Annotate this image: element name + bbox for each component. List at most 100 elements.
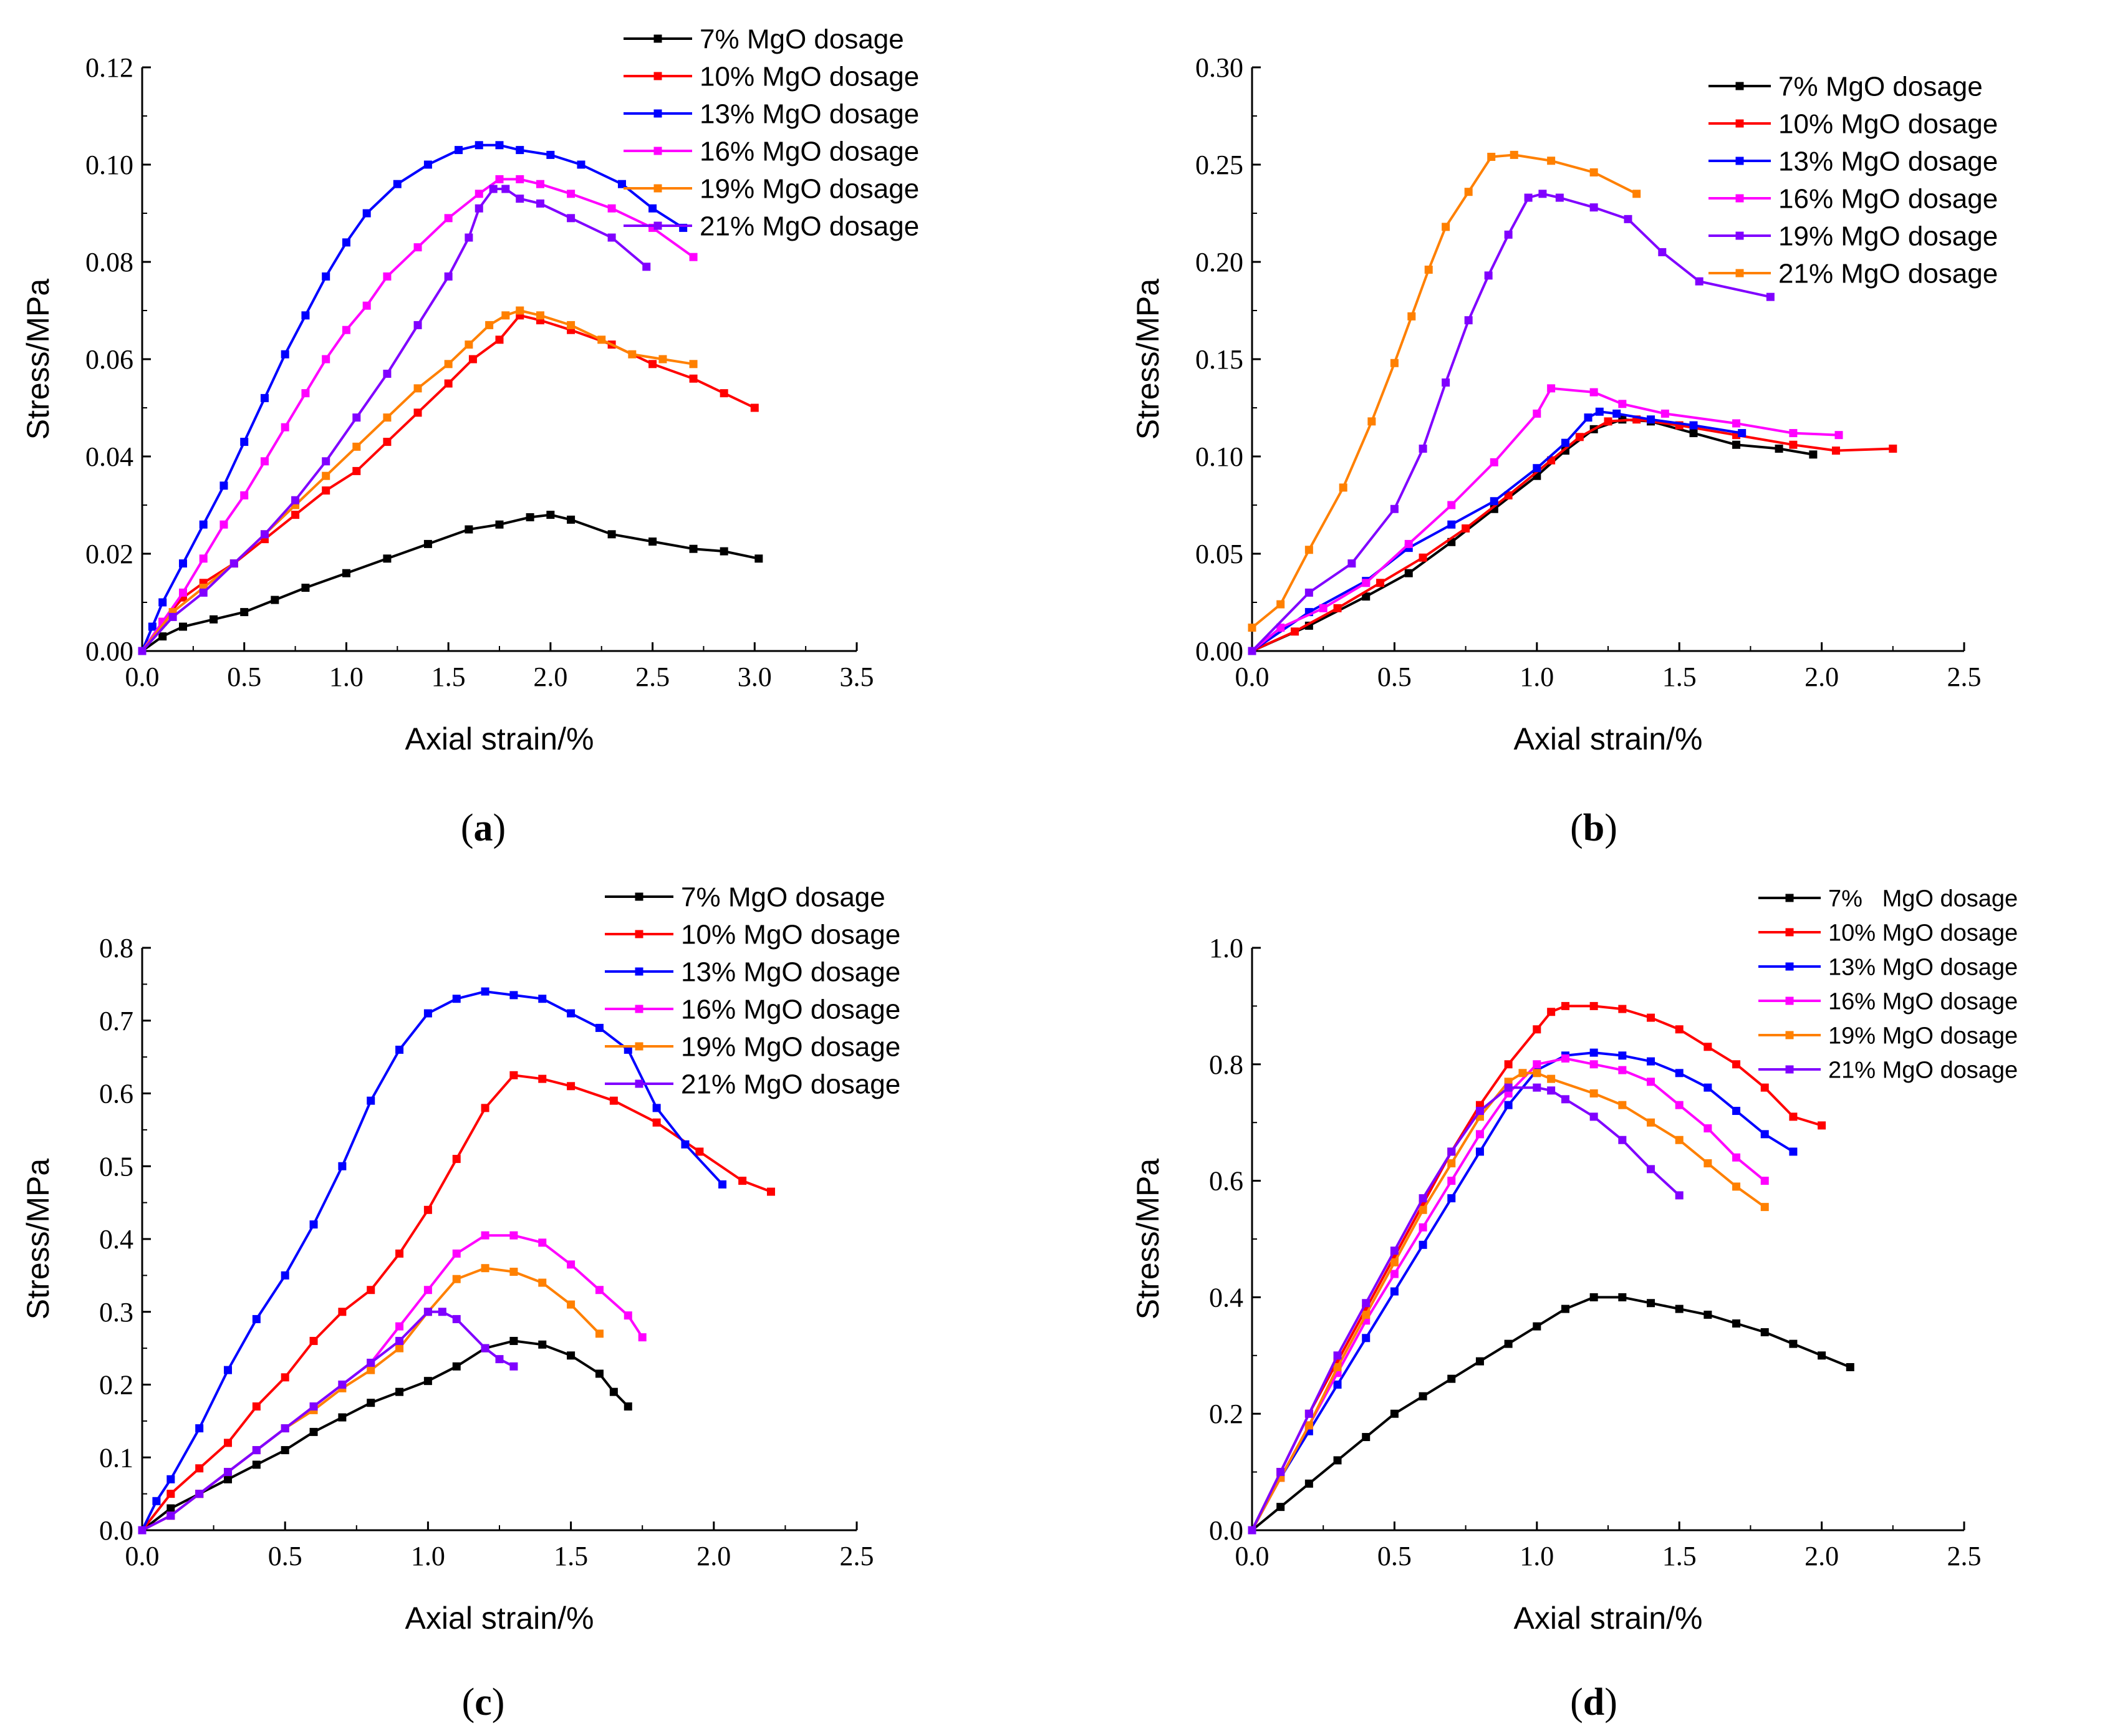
data-point-7-mgo-dosage <box>1732 1319 1741 1328</box>
data-point-21-mgo-dosage <box>229 559 238 568</box>
data-point-19-mgo-dosage <box>1390 1258 1399 1266</box>
data-point-21-mgo-dosage <box>516 195 524 203</box>
data-point-19-mgo-dosage <box>1675 1136 1684 1144</box>
x-axis-label: Axial strain/% <box>1514 1601 1703 1636</box>
legend-entry: 10% MgO dosage <box>681 919 900 950</box>
data-point-13-mgo-dosage <box>617 180 626 188</box>
data-point-10-mgo-dosage <box>413 408 422 417</box>
x-tick-label: 2.5 <box>1947 1541 1982 1571</box>
y-tick-label: 0.10 <box>85 150 133 180</box>
data-point-16-mgo-dosage <box>516 175 524 183</box>
data-point-7-mgo-dosage <box>423 1377 432 1386</box>
data-point-10-mgo-dosage <box>567 1082 576 1091</box>
data-point-21-mgo-dosage <box>1333 1351 1342 1360</box>
data-point-21-mgo-dosage <box>1632 190 1641 198</box>
data-point-10-mgo-dosage <box>495 335 504 344</box>
data-point-19-mgo-dosage <box>1538 190 1547 198</box>
data-point-13-mgo-dosage <box>1475 1147 1484 1156</box>
data-point-16-mgo-dosage <box>1490 458 1498 466</box>
y-tick-label: 0.10 <box>1195 441 1243 472</box>
data-point-10-mgo-dosage <box>281 1373 289 1382</box>
data-point-10-mgo-dosage <box>1675 1025 1684 1034</box>
data-point-7-mgo-dosage <box>754 554 763 563</box>
data-point-16-mgo-dosage <box>536 180 544 188</box>
data-point-21-mgo-dosage <box>1390 1247 1399 1255</box>
data-point-21-mgo-dosage <box>1589 1112 1598 1121</box>
chart-panel-c: 0.0 0.5 1.0 1.5 2.0 2.5 0.0 0.1 0.2 0.3 0.4 0.5 0.6 0… <box>21 882 900 1636</box>
data-point-13-mgo-dosage <box>516 146 524 155</box>
data-point-7-mgo-dosage <box>1390 1409 1399 1418</box>
data-point-16-mgo-dosage <box>1561 1054 1569 1063</box>
legend-marker <box>635 1042 643 1051</box>
data-point-21-mgo-dosage <box>1248 1526 1256 1535</box>
x-tick-label: 2.0 <box>696 1541 731 1571</box>
data-point-7-mgo-dosage <box>383 554 392 563</box>
data-point-19-mgo-dosage <box>1442 378 1450 387</box>
x-tick-label: 0.5 <box>227 662 261 692</box>
data-point-19-mgo-dosage <box>628 350 637 359</box>
data-point-7-mgo-dosage <box>495 520 504 529</box>
y-tick-label: 0.15 <box>1195 344 1243 375</box>
x-tick-label: 1.0 <box>411 1541 445 1571</box>
data-point-7-mgo-dosage <box>210 615 218 624</box>
data-point-21-mgo-dosage <box>281 1424 289 1433</box>
data-point-21-mgo-dosage <box>509 1362 518 1371</box>
data-point-13-mgo-dosage <box>166 1475 175 1483</box>
data-point-13-mgo-dosage <box>148 622 157 631</box>
series-line-10-mgo-dosage <box>1251 418 1893 652</box>
data-point-16-mgo-dosage <box>607 204 616 213</box>
data-point-13-mgo-dosage <box>1675 1069 1684 1078</box>
data-point-10-mgo-dosage <box>481 1104 489 1112</box>
chart-panel-d: 0.0 0.5 1.0 1.5 2.0 2.5 0.0 0.2 0.4 0.6 0.8 1.0 Axia… <box>1130 885 2018 1636</box>
legend-entry: 13% MgO dosage <box>1828 954 2018 980</box>
data-point-16-mgo-dosage <box>395 1322 404 1331</box>
data-point-13-mgo-dosage <box>1647 415 1655 424</box>
data-point-7-mgo-dosage <box>1618 1293 1627 1301</box>
data-point-21-mgo-dosage <box>495 1355 504 1364</box>
data-point-13-mgo-dosage <box>681 1140 690 1149</box>
data-point-10-mgo-dosage <box>1575 433 1584 441</box>
data-point-10-mgo-dosage <box>1703 1043 1712 1051</box>
data-point-13-mgo-dosage <box>309 1220 318 1229</box>
data-point-21-mgo-dosage <box>607 233 616 242</box>
data-point-7-mgo-dosage <box>1732 440 1741 449</box>
data-point-7-mgo-dosage <box>166 1504 175 1513</box>
data-point-13-mgo-dosage <box>322 272 330 281</box>
legend-entry: 19% MgO dosage <box>1778 221 1998 251</box>
data-point-13-mgo-dosage <box>509 991 518 1000</box>
data-point-16-mgo-dosage <box>481 1231 489 1240</box>
chart-panel-a: 0.0 0.5 1.0 1.5 2.0 2.5 3.0 3.5 0.00 0.02 0.04 0.06… <box>21 24 919 756</box>
data-point-21-mgo-dosage <box>1447 1147 1456 1156</box>
data-point-19-mgo-dosage <box>1248 647 1256 655</box>
data-point-16-mgo-dosage <box>1589 1060 1598 1069</box>
data-point-10-mgo-dosage <box>423 1205 432 1214</box>
data-point-16-mgo-dosage <box>301 389 310 398</box>
data-point-19-mgo-dosage <box>1555 193 1564 202</box>
data-point-13-mgo-dosage <box>577 160 585 169</box>
data-point-21-mgo-dosage <box>481 1344 489 1353</box>
data-point-19-mgo-dosage <box>452 1275 461 1283</box>
data-point-16-mgo-dosage <box>689 253 698 261</box>
data-point-16-mgo-dosage <box>595 1286 604 1295</box>
y-tick-label: 0.7 <box>99 1006 133 1036</box>
data-point-7-mgo-dosage <box>1809 450 1818 459</box>
data-point-10-mgo-dosage <box>338 1308 347 1316</box>
data-point-16-mgo-dosage <box>444 214 453 223</box>
data-point-21-mgo-dosage <box>1367 417 1376 426</box>
data-point-13-mgo-dosage <box>1504 1101 1513 1109</box>
data-point-10-mgo-dosage <box>383 438 392 446</box>
data-point-10-mgo-dosage <box>695 1147 704 1156</box>
data-point-10-mgo-dosage <box>720 389 728 398</box>
data-point-16-mgo-dosage <box>538 1238 547 1247</box>
data-point-13-mgo-dosage <box>718 1180 727 1189</box>
data-point-21-mgo-dosage <box>195 1490 204 1498</box>
data-point-16-mgo-dosage <box>1789 429 1798 438</box>
data-point-10-mgo-dosage <box>309 1336 318 1345</box>
y-axis-label: Stress/MPa <box>1130 279 1165 440</box>
data-point-7-mgo-dosage <box>595 1369 604 1378</box>
legend-entry: 21% MgO dosage <box>700 211 919 241</box>
data-point-16-mgo-dosage <box>1533 409 1541 418</box>
data-point-7-mgo-dosage <box>1362 592 1371 601</box>
data-point-10-mgo-dosage <box>648 360 657 369</box>
y-tick-label: 0.08 <box>85 247 133 277</box>
